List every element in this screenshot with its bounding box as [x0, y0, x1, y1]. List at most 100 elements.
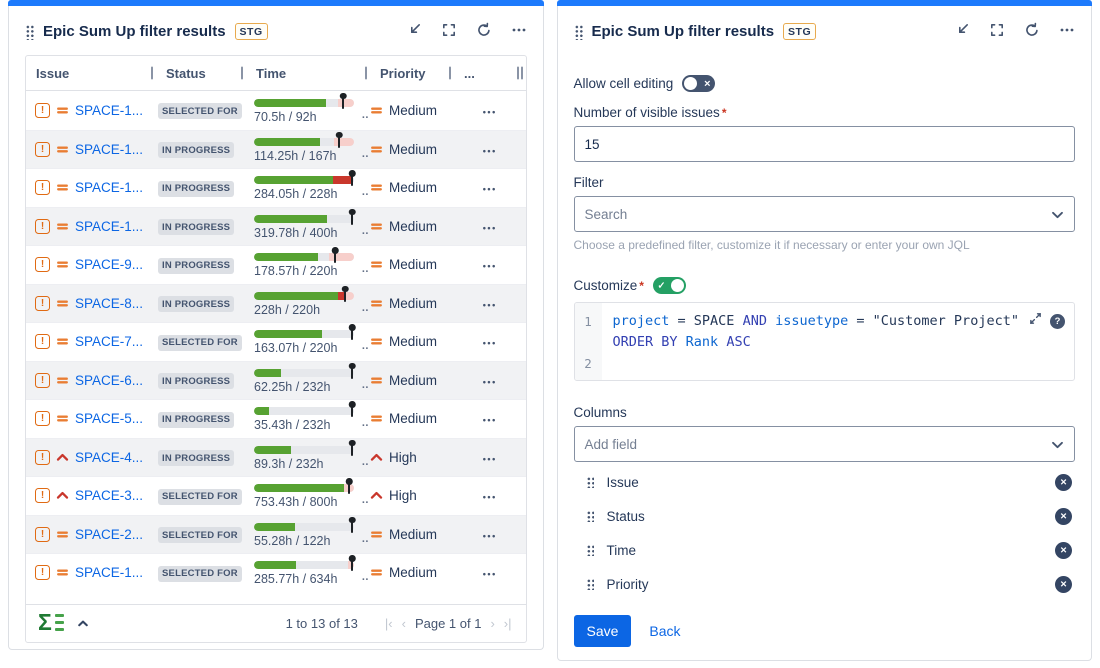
refresh-gadget-button[interactable]: [476, 22, 492, 41]
filter-select[interactable]: Search: [573, 196, 1075, 232]
issue-cell: SPACE-3...: [26, 488, 156, 504]
add-field-select[interactable]: Add field: [573, 426, 1075, 462]
row-actions-button[interactable]: [454, 219, 526, 234]
jql-help-button[interactable]: ?: [1050, 313, 1065, 329]
row-actions-button[interactable]: [454, 180, 526, 195]
issue-key-link[interactable]: SPACE-8...: [75, 295, 144, 311]
collapse-gadget-button[interactable]: [406, 22, 422, 41]
issue-key-link[interactable]: SPACE-1...: [75, 141, 144, 157]
epic-sum-up-logo-icon: [38, 611, 64, 635]
stg-badge: STG: [783, 23, 817, 40]
first-page-button[interactable]: [385, 616, 393, 631]
issue-key-link[interactable]: SPACE-1...: [75, 565, 144, 581]
column-header-status[interactable]: Status: [156, 66, 246, 81]
issue-key-link[interactable]: SPACE-1...: [75, 180, 144, 196]
remove-column-button[interactable]: [1055, 575, 1072, 593]
issue-key-link[interactable]: SPACE-4...: [75, 449, 144, 465]
issue-cell: SPACE-9...: [26, 257, 156, 273]
row-actions-button[interactable]: [454, 411, 526, 426]
remove-column-button[interactable]: [1055, 507, 1072, 525]
remove-column-button[interactable]: [1055, 473, 1072, 491]
refresh-gadget-button[interactable]: [1024, 22, 1040, 41]
issue-key-link[interactable]: SPACE-2...: [75, 526, 144, 542]
jql-editor-actions: ?: [1029, 312, 1065, 330]
logged-segment: [254, 522, 295, 531]
priority-high-icon: [56, 490, 69, 501]
time-value: 62.25h / 232h: [254, 379, 331, 394]
row-actions-button[interactable]: [454, 103, 526, 118]
logged-segment: [254, 253, 318, 262]
more-gadget-button[interactable]: [1059, 22, 1075, 41]
estimate-pin-icon: [348, 480, 350, 495]
drag-handle-icon[interactable]: [585, 476, 594, 488]
fullscreen-gadget-button[interactable]: [441, 22, 457, 41]
issue-key-link[interactable]: SPACE-1...: [75, 102, 144, 118]
gadget-filter-results-table: Epic Sum Up filter results STG Issue Stat…: [8, 0, 544, 650]
previous-page-button[interactable]: [402, 616, 406, 631]
collapse-summary-button[interactable]: [75, 614, 91, 633]
save-button[interactable]: Save: [573, 615, 632, 647]
time-cell: 114.25h / 167h..: [246, 133, 370, 163]
status-cell: SELECTED FOR: [156, 102, 246, 119]
priority-value: Medium: [389, 102, 438, 118]
collapse-gadget-button[interactable]: [954, 22, 970, 41]
row-actions-button[interactable]: [454, 257, 526, 272]
cell-editing-toggle[interactable]: [682, 75, 716, 92]
row-actions-button[interactable]: [454, 565, 526, 580]
issue-type-icon: [35, 218, 50, 234]
jql-code[interactable]: project = SPACE AND issuetype = "Custome…: [602, 303, 1039, 380]
column-header-priority[interactable]: Priority: [370, 66, 454, 81]
row-actions-button[interactable]: [454, 334, 526, 349]
remaining-segment: [338, 98, 354, 107]
estimate-pin-icon: [351, 326, 353, 341]
visible-issues-input[interactable]: [573, 126, 1075, 162]
issue-key-link[interactable]: SPACE-5...: [75, 411, 144, 427]
time-truncated-indicator: ..: [361, 378, 369, 391]
column-header-time[interactable]: Time: [246, 66, 370, 81]
progress-track: [254, 291, 354, 300]
status-badge: SELECTED FOR: [158, 565, 242, 582]
row-actions-button[interactable]: [454, 296, 526, 311]
last-page-button[interactable]: [504, 616, 512, 631]
priority-cell: Medium: [370, 411, 454, 426]
fullscreen-gadget-button[interactable]: [989, 22, 1005, 41]
next-page-button[interactable]: [490, 616, 494, 631]
status-badge: IN PROGRESS: [158, 373, 235, 389]
gadget-drag-handle-icon[interactable]: [573, 23, 583, 40]
gadget-drag-handle-icon[interactable]: [25, 23, 34, 40]
row-actions-button[interactable]: [454, 142, 526, 157]
drag-handle-icon[interactable]: [585, 544, 594, 556]
priority-medium-icon: [370, 529, 383, 540]
gadget-header: Epic Sum Up filter results STG: [558, 6, 1092, 53]
column-header-issue[interactable]: Issue: [26, 66, 156, 81]
more-gadget-button[interactable]: [511, 22, 527, 41]
progress-track: [254, 407, 354, 416]
priority-value: High: [389, 449, 417, 465]
progress-track: [254, 137, 354, 146]
issue-cell: SPACE-1...: [26, 141, 156, 157]
priority-medium-icon: [370, 182, 383, 193]
back-button[interactable]: Back: [649, 623, 681, 639]
remaining-segment: [329, 253, 354, 262]
issue-key-link[interactable]: SPACE-7...: [75, 334, 144, 350]
row-actions-button[interactable]: [454, 450, 526, 465]
issue-key-link[interactable]: SPACE-1...: [75, 218, 144, 234]
priority-medium-icon: [56, 336, 69, 347]
jql-token: AND: [742, 313, 767, 329]
issue-key-link[interactable]: SPACE-6...: [75, 372, 144, 388]
customize-toggle[interactable]: [652, 277, 686, 294]
row-actions-button[interactable]: [454, 488, 526, 503]
issue-key-link[interactable]: SPACE-3...: [75, 488, 144, 504]
expand-editor-button[interactable]: [1029, 312, 1042, 330]
remove-column-button[interactable]: [1055, 541, 1072, 559]
row-actions-button[interactable]: [454, 373, 526, 388]
issue-key-link[interactable]: SPACE-9...: [75, 257, 144, 273]
column-header-[interactable]: ...: [454, 66, 526, 81]
drag-handle-icon[interactable]: [585, 578, 594, 590]
drag-handle-icon[interactable]: [585, 510, 594, 522]
row-actions-button[interactable]: [454, 527, 526, 542]
gadget-filter-results-settings: Epic Sum Up filter results STG Allow cel…: [556, 0, 1092, 661]
